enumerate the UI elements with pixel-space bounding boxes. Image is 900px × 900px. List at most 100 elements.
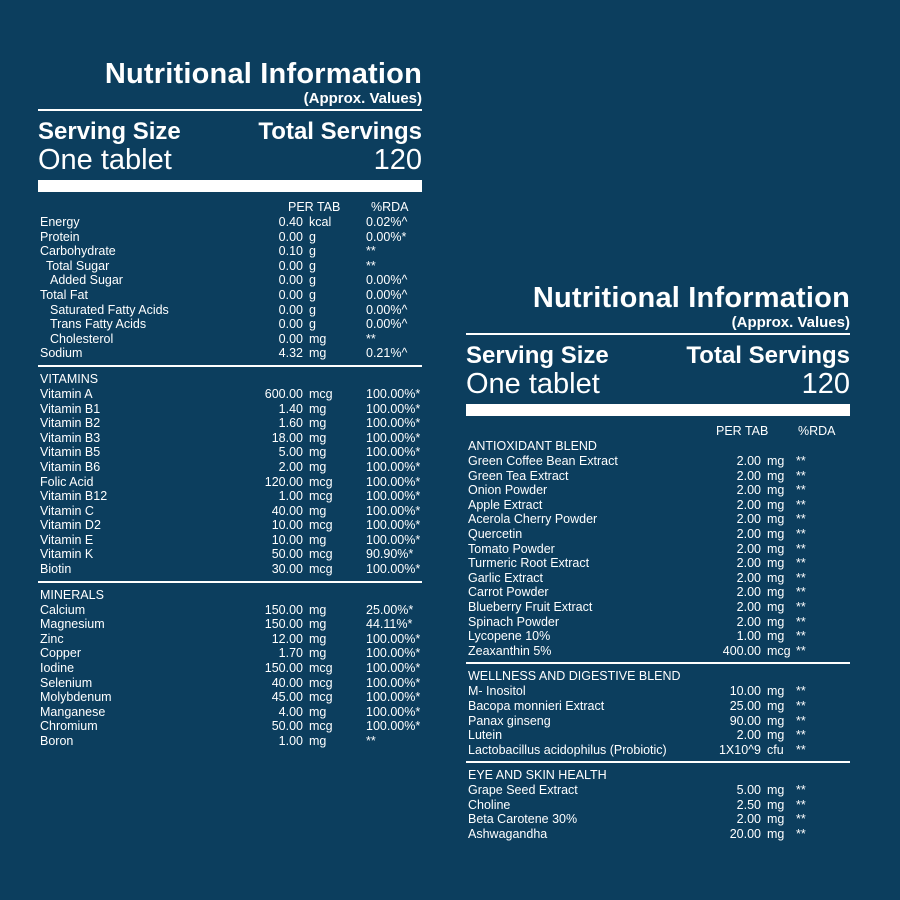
nutrient-row: Acerola Cherry Powder 2.00 mg **: [466, 512, 850, 527]
nutrient-table: PER TAB %RDA Energy 0.40 kcal 0.02%^ Protein…: [38, 200, 422, 749]
nutrient-name: Lycopene 10%: [468, 629, 551, 644]
nutrient-amount: 10.00: [271, 518, 303, 533]
nutrient-name: M- Inositol: [468, 684, 526, 699]
nutrient-rda: 100.00%*: [366, 445, 421, 460]
nutrient-name: Vitamin B5: [40, 445, 101, 460]
nutrient-row: Vitamin D2 10.00 mcg 100.00%*: [38, 518, 422, 533]
nutrient-name: Spinach Powder: [468, 614, 560, 629]
nutrient-amount: 2.00: [736, 541, 761, 556]
nutrient-unit: mg: [767, 570, 785, 585]
nutrient-row: Sodium 4.32 mg 0.21%^: [38, 346, 422, 361]
nutrient-unit: mcg: [309, 489, 333, 504]
nutrient-row: Ashwagandha 20.00 mg **: [466, 827, 850, 842]
nutrient-name: Vitamin A: [40, 386, 93, 401]
nutrient-rda: **: [796, 526, 806, 541]
nutrient-name: Magnesium: [40, 617, 105, 632]
nutrient-amount: 2.00: [736, 468, 761, 483]
nutrient-name: Boron: [40, 734, 74, 748]
nutrient-rda: 100.00%*: [366, 401, 421, 416]
nutrient-unit: mg: [767, 629, 785, 644]
nutrient-row: Calcium 150.00 mg 25.00%*: [38, 603, 422, 618]
serving-size-label: Serving Size: [38, 118, 181, 145]
section-divider: [466, 761, 850, 764]
panel-subtitle: (Approx. Values): [731, 314, 850, 331]
nutrient-rda: 100.00%*: [366, 532, 421, 547]
nutrient-rda: **: [366, 331, 376, 346]
rda-header: %RDA: [798, 424, 836, 438]
nutrient-amount: 2.00: [736, 512, 761, 527]
nutrient-unit: mg: [767, 454, 785, 468]
nutrient-amount: 1.00: [278, 734, 303, 748]
nutrient-unit: mg: [309, 401, 327, 416]
vitamins-list: Vitamin A 600.00 mcg 100.00%* Vitamin B1 1.40…: [38, 387, 422, 577]
nutrient-rda: 100.00%*: [366, 518, 421, 533]
nutrient-amount: 2.00: [278, 459, 303, 474]
total-servings-label: Total Servings: [686, 342, 850, 369]
nutrient-rda: **: [796, 454, 806, 468]
nutrient-amount: 0.00: [278, 302, 303, 317]
nutrient-table: PER TAB %RDA ANTIOXIDANT BLEND Green Cof…: [466, 424, 850, 842]
nutrient-name: Total Sugar: [46, 258, 110, 273]
nutrient-row: Biotin 30.00 mcg 100.00%*: [38, 562, 422, 577]
nutrient-row: Carrot Powder 2.00 mg **: [466, 585, 850, 600]
nutrient-name: Biotin: [40, 562, 72, 577]
nutrient-amount: 0.00: [278, 229, 303, 244]
nutrient-name: Cholesterol: [50, 331, 114, 346]
nutrient-rda: **: [796, 783, 806, 798]
section-title-eye-skin: EYE AND SKIN HEALTH: [468, 768, 607, 783]
nutrient-amount: 150.00: [264, 602, 303, 617]
nutrient-unit: mg: [767, 541, 785, 556]
nutrient-unit: mcg: [309, 690, 333, 705]
nutrient-name: Panax ginseng: [468, 713, 551, 728]
nutrient-rda: **: [796, 713, 806, 728]
nutrient-rda: 100.00%*: [366, 631, 421, 646]
nutrient-amount: 1.70: [278, 646, 303, 661]
nutrition-panel-left: Nutritional Information (Approx. Values)…: [38, 58, 422, 749]
nutrient-rda: **: [796, 585, 806, 600]
serving-labels: Serving Size Total Servings: [466, 343, 850, 369]
nutrient-rda: 100.00%*: [366, 474, 421, 489]
nutrient-unit: mg: [309, 459, 327, 474]
nutrient-row: Onion Powder 2.00 mg **: [466, 483, 850, 498]
nutrient-name: Folic Acid: [40, 474, 94, 489]
nutrient-row: Vitamin A 600.00 mcg 100.00%*: [38, 387, 422, 402]
nutrient-rda: **: [796, 483, 806, 498]
nutrient-unit: mg: [767, 468, 785, 483]
nutrient-name: Energy: [40, 215, 80, 229]
panel-title: Nutritional Information: [104, 58, 422, 90]
nutrient-row: Saturated Fatty Acids 0.00 g 0.00%^: [38, 303, 422, 318]
nutrient-row: M- Inositol 10.00 mg **: [466, 684, 850, 699]
nutrient-rda: 0.00%^: [366, 273, 408, 288]
nutrient-name: Sodium: [40, 346, 83, 361]
nutrient-name: Ashwagandha: [468, 827, 548, 842]
nutrient-amount: 25.00: [729, 698, 761, 713]
nutrient-name: Added Sugar: [50, 273, 123, 288]
nutrient-name: Beta Carotene 30%: [468, 812, 578, 827]
nutrient-amount: 0.00: [278, 273, 303, 288]
nutrient-amount: 2.00: [736, 497, 761, 512]
nutrient-unit: mcg: [309, 547, 333, 562]
nutrient-amount: 0.00: [278, 287, 303, 302]
nutrient-rda: **: [796, 684, 806, 699]
nutrient-amount: 2.00: [736, 728, 761, 743]
nutrient-unit: mg: [767, 512, 785, 527]
main-nutrients: Energy 0.40 kcal 0.02%^ Protein 0.00 g 0.00%* Ca…: [38, 215, 422, 361]
nutrient-name: Trans Fatty Acids: [50, 317, 147, 332]
nutrient-rda: **: [796, 541, 806, 556]
nutrient-amount: 4.00: [278, 704, 303, 719]
nutrient-row: Protein 0.00 g 0.00%*: [38, 230, 422, 245]
total-servings-value: 120: [373, 144, 422, 176]
nutrient-unit: mg: [767, 713, 785, 728]
nutrient-name: Vitamin B12: [40, 489, 108, 504]
nutrient-amount: 1.40: [278, 401, 303, 416]
nutrient-row: Chromium 50.00 mcg 100.00%*: [38, 719, 422, 734]
nutrient-amount: 10.00: [729, 684, 761, 699]
thick-divider: [38, 180, 422, 192]
nutrient-name: Onion Powder: [468, 483, 548, 498]
nutrient-unit: mg: [309, 503, 327, 518]
nutrient-unit: g: [309, 258, 316, 273]
nutrient-unit: g: [309, 229, 316, 244]
nutrient-amount: 5.00: [736, 783, 761, 798]
nutrient-unit: kcal: [309, 215, 332, 229]
nutrient-name: Bacopa monnieri Extract: [468, 698, 605, 713]
